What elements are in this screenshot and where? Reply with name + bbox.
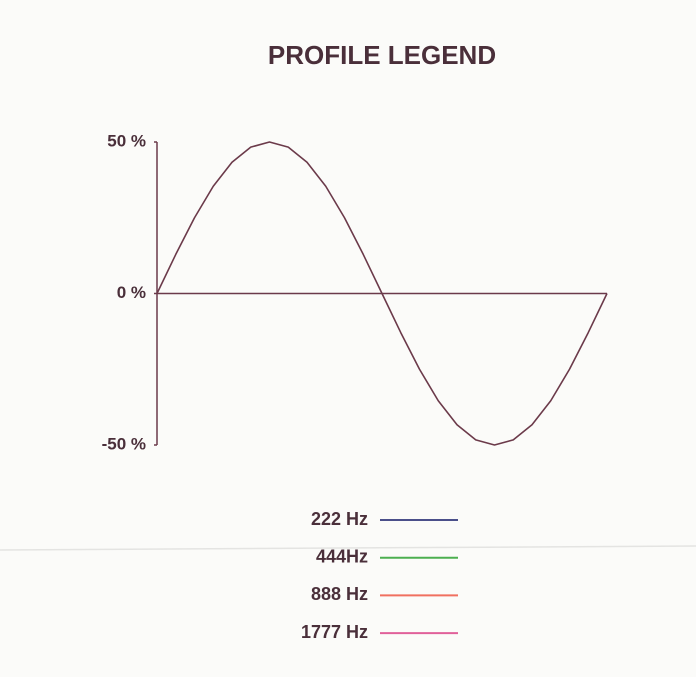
legend-label: 444Hz [316,546,368,566]
chart-title: PROFILE LEGEND [268,40,496,70]
legend-label: 1777 Hz [301,622,368,642]
legend-label: 888 Hz [311,584,368,604]
y-tick-label: -50 % [102,434,146,453]
separator [0,545,696,551]
y-tick-label: 50 % [107,131,146,150]
y-tick-label: 0 % [117,283,146,302]
profile-line [156,141,608,446]
legend-label: 222 Hz [311,509,368,529]
